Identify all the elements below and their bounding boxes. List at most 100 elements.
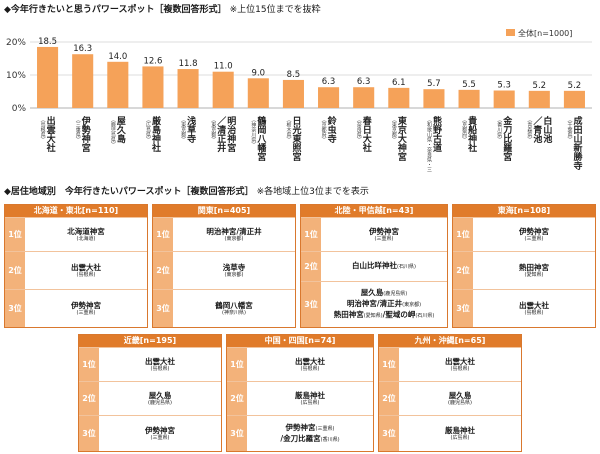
- rank-label: 3位: [227, 416, 247, 451]
- rank-row: 2位 白山比咩神社(石川県): [301, 251, 447, 281]
- region-header: 九州・沖縄[n=65]: [379, 335, 521, 347]
- spot-pref: (愛知県): [363, 313, 383, 319]
- region-header: 東海[n=108]: [453, 205, 595, 217]
- rank-row: 1位 明治神宮/清正井 (東京都): [153, 217, 295, 251]
- category-name: 白山池: [541, 115, 552, 144]
- spot-cell: 厳島神社 (広島県): [247, 391, 373, 407]
- spot-pref: (愛知県): [524, 271, 544, 278]
- spot-name: 伊勢神宮: [145, 425, 175, 435]
- spot-pref: (鹿児島県): [383, 291, 408, 297]
- spot-pref: (島根県): [150, 365, 170, 372]
- bar-value-label: 9.0: [252, 68, 266, 78]
- bar-value-label: 5.2: [533, 81, 547, 91]
- y-tick-label: 20%: [6, 38, 26, 48]
- rank-label: 2位: [153, 252, 173, 289]
- spot-name: 明治神宮/清正井: [346, 299, 403, 308]
- spot-cell: 出雲大社 (島根県): [99, 357, 221, 373]
- region-header: 近畿[n=195]: [79, 335, 221, 347]
- rank-label: 2位: [5, 252, 25, 289]
- rank-row: 1位 出雲大社 (島根県): [227, 347, 373, 381]
- category-pref: （栃木県）: [285, 117, 291, 142]
- spot-name: 伊勢神宮: [519, 226, 549, 236]
- spot-cell: 伊勢神宮 (三重県): [321, 227, 447, 243]
- category-name: 春日大社: [361, 115, 373, 153]
- rank-row: 3位 屋久島(鹿児島県) 明治神宮/清正井(東京都) 熱田神宮(愛知県)/聖域の岬(石…: [301, 281, 447, 327]
- bar-value-label: 8.5: [287, 70, 301, 80]
- bar-value-label: 5.5: [462, 80, 476, 90]
- region-table: 近畿[n=195] 1位 出雲大社 (島根県) 2位 屋久島 (鹿児島県) 3位 伊勢神宮 (三重…: [78, 334, 222, 452]
- rank-label: 3位: [453, 290, 473, 327]
- bar: [37, 46, 59, 108]
- bar-chart: 0% 10% 20% 全体[n=1000] 18.5 16.3 14.0 12.6 11.8 11…: [6, 28, 592, 172]
- rank-row: 3位 伊勢神宮 (三重県): [79, 415, 221, 451]
- rank-row: 2位 屋久島 (鹿児島県): [79, 381, 221, 415]
- category-name: ／青池: [531, 116, 542, 144]
- bar: [177, 69, 199, 108]
- category-pref: （奈良県）: [356, 117, 362, 142]
- bar: [458, 89, 480, 108]
- bar-value-label: 5.7: [427, 79, 441, 89]
- category-pref: （三重県）: [75, 117, 81, 142]
- spot-name: 北海道神宮: [67, 226, 105, 236]
- spot-name: 熱田神宮: [333, 310, 364, 319]
- rank-label: 2位: [453, 252, 473, 289]
- spot-name: 伊勢神宮: [285, 422, 316, 432]
- category-label: 東京大神宮（東京都）: [391, 115, 407, 162]
- category-label: 熊野古道（和歌山県・奈良県・三重県）: [426, 115, 442, 172]
- rank-label: 3位: [153, 290, 173, 327]
- bar-value-label: 16.3: [73, 44, 92, 54]
- spot-cell: 浅草寺 (東京都): [173, 263, 295, 279]
- spot-cell: 出雲大社 (島根県): [25, 263, 147, 279]
- bar: [563, 90, 585, 108]
- bar-value-label: 18.5: [38, 37, 57, 47]
- rank-row: 2位 厳島神社 (広島県): [227, 381, 373, 415]
- spot-name: 出雲大社: [71, 262, 101, 272]
- category-label: 明治神宮／清正井（東京都）: [210, 116, 236, 153]
- region-header: 北陸・甲信越[n=43]: [301, 205, 447, 217]
- spot-pref: (広島県): [450, 434, 470, 441]
- rank-label: 1位: [301, 218, 321, 251]
- chart-title-text: ◆今年行きたいと思うパワースポット［複数回答形式］: [4, 5, 227, 15]
- spot-pref: (石川県): [397, 264, 416, 270]
- rank-row: 1位 伊勢神宮 (三重県): [453, 217, 595, 251]
- category-label: 浅草寺（東京都）: [180, 115, 196, 144]
- category-name: 東京大神宮: [396, 115, 407, 162]
- category-label: 伊勢神宮（三重県）: [75, 115, 92, 153]
- category-name: 伊勢神宮: [80, 115, 92, 153]
- category-name: 浅草寺: [185, 115, 196, 144]
- bar: [493, 90, 515, 108]
- region-header: 北海道・東北[n=110]: [5, 205, 147, 217]
- spot-name: 屋久島: [448, 390, 472, 400]
- rank-row: 3位 伊勢神宮(三重県)/金刀比羅宮(香川県): [227, 415, 373, 451]
- rank-row: 1位 北海道神宮 (北海道): [5, 217, 147, 251]
- spot-cell: 出雲大社 (島根県): [247, 357, 373, 373]
- bar: [247, 78, 269, 108]
- rank-label: 3位: [301, 282, 321, 327]
- region-table: 関東[n=405] 1位 明治神宮/清正井 (東京都) 2位 浅草寺 (東京都) 3位 鶴岡八幡…: [152, 204, 296, 328]
- category-name: 成田山新勝寺: [571, 115, 582, 171]
- bar-value-label: 5.3: [497, 81, 511, 91]
- category-name: 出雲大社: [45, 115, 57, 153]
- rank-label: 1位: [153, 218, 173, 251]
- rank-label: 3位: [379, 416, 399, 451]
- bar-value-label: 12.6: [143, 56, 162, 66]
- spot-pref: (三重県): [524, 235, 544, 242]
- rank-label: 2位: [79, 382, 99, 415]
- rank-row: 2位 熱田神宮 (愛知県): [453, 251, 595, 289]
- spot-name: 白山比咩神社: [352, 261, 398, 270]
- bar-value-label: 11.8: [179, 59, 198, 69]
- bar: [423, 89, 445, 108]
- category-pref: （東京都）: [391, 117, 397, 142]
- bar: [528, 90, 550, 108]
- category-pref: （鹿児島県）: [110, 117, 116, 147]
- rank-label: 2位: [301, 252, 321, 281]
- category-pref: （和歌山県・奈良県・三重県）: [426, 117, 432, 172]
- rank-row: 1位 伊勢神宮 (三重県): [301, 217, 447, 251]
- spot-cell: 伊勢神宮(三重県)/金刀比羅宮(香川県): [247, 423, 373, 445]
- spot-cell: 屋久島 (鹿児島県): [99, 391, 221, 407]
- category-pref: （東京都）: [210, 117, 216, 142]
- category-name: 貴船神社: [466, 115, 478, 153]
- category-label: 出雲大社（島根県）: [40, 115, 57, 153]
- category-label: 鶴岡八幡宮（神奈川県）: [250, 115, 267, 162]
- category-label: 白山池／青池（青森県）: [526, 115, 552, 144]
